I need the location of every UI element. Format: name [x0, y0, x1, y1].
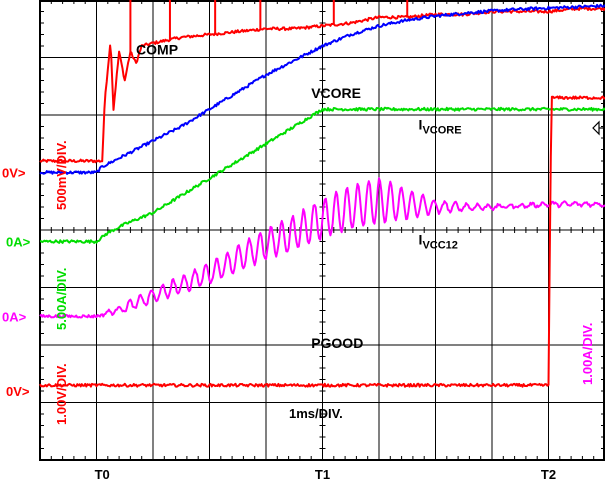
ground-marker-comp: 0V> [2, 166, 26, 181]
trace-vcore [39, 3, 605, 175]
trace-label-ivcc12: IVCC12 [419, 231, 458, 251]
trace-comp [39, 6, 605, 164]
trace-ivcore [40, 106, 605, 244]
trace-ivcc12 [39, 177, 605, 319]
trace-label-pgood: PGOOD [311, 335, 363, 351]
scale-label-comp: 500mV/DIV. [54, 140, 69, 210]
ground-marker-ivcore: 0A> [6, 235, 31, 250]
ground-markers: 0V> 0A> 0A> 0V> [2, 166, 31, 400]
trigger-arrow-icon [592, 120, 605, 136]
trace-pgood [39, 95, 605, 388]
ground-marker-ivcc12: 0A> [2, 309, 27, 324]
time-scale-label: 1ms/DIV. [289, 406, 343, 421]
trace-label-ivcore: IVCORE [419, 116, 462, 136]
marker-t0: T0 [95, 467, 110, 482]
ground-marker-pgood: 0V> [6, 384, 30, 399]
trace-labels: COMP VCORE IVCORE IVCC12 PGOOD [136, 42, 462, 351]
marker-t2: T2 [541, 467, 556, 482]
scale-label-pgood: 1.00V/DIV. [54, 363, 69, 425]
marker-t1: T1 [315, 467, 330, 482]
scale-label-ivcc12: 1.00A/DIV. [580, 323, 595, 385]
trace-label-vcore: VCORE [311, 85, 361, 101]
comp-spikes [129, 0, 409, 52]
scale-label-ivcore: 5.00A/DIV. [54, 268, 69, 330]
trace-label-comp: COMP [136, 42, 178, 58]
traces [39, 3, 605, 388]
